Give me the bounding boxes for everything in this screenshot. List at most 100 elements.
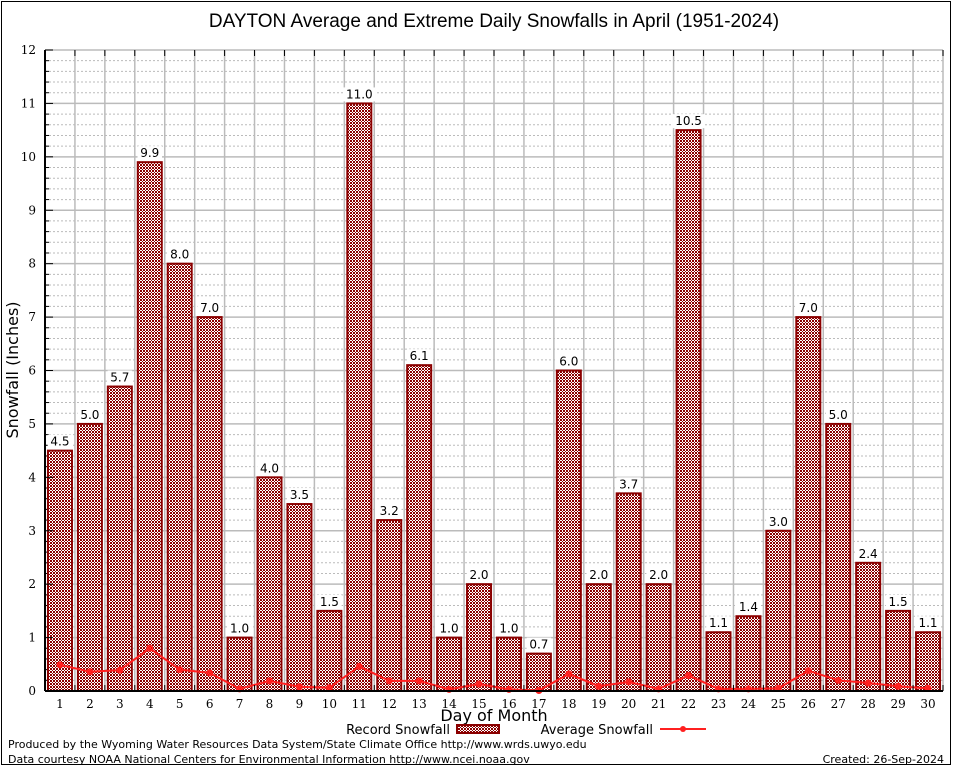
x-tick-label: 2 [86, 697, 94, 711]
y-tick-label: 4 [28, 470, 36, 484]
bar-label-background [137, 146, 163, 161]
x-tick-label: 18 [561, 697, 576, 711]
x-tick-label: 23 [711, 697, 726, 711]
bar-value-label: 2.0 [469, 568, 488, 582]
legend: Record Snowfall Average Snowfall [346, 723, 706, 738]
bar-value-label: 9.9 [140, 146, 159, 160]
bar-record-day-2 [76, 422, 103, 692]
average-point-day-20 [625, 678, 633, 686]
y-tick-label: 12 [21, 43, 36, 57]
bar-value-label: 3.7 [619, 477, 638, 491]
bar-record-day-20 [615, 492, 642, 692]
bar-label-background [167, 247, 192, 262]
x-tick-label: 21 [651, 697, 666, 711]
bar-record-day-5 [166, 262, 193, 692]
x-tick-label: 6 [206, 697, 214, 711]
bar-record-day-30 [915, 631, 942, 692]
x-tick-label: 25 [771, 697, 786, 711]
average-point-day-26 [804, 667, 812, 675]
bar-record-day-16 [495, 636, 522, 692]
legend-swatch-average-marker [680, 726, 686, 732]
average-point-day-6 [206, 669, 214, 677]
x-tick-label: 12 [382, 697, 397, 711]
bar-record-day-13 [406, 364, 433, 692]
average-point-day-27 [834, 676, 842, 684]
bar-record-day-3 [106, 385, 133, 692]
bar-value-label: 1.4 [739, 600, 758, 614]
bar-record-day-21 [645, 583, 672, 693]
x-tick-label: 26 [801, 697, 816, 711]
bar-value-label: 11.0 [346, 87, 373, 101]
y-tick-label: 11 [21, 96, 36, 110]
y-tick-label: 8 [28, 257, 36, 271]
average-point-day-18 [565, 670, 573, 678]
bar-label-background [672, 114, 705, 129]
bar-value-label: 6.0 [559, 355, 578, 369]
footer-producer: Produced by the Wyoming Water Resources … [8, 738, 587, 751]
x-tick-label: 27 [831, 697, 846, 711]
bar-value-label: 7.0 [799, 301, 818, 315]
average-point-day-10 [325, 684, 333, 692]
bar-label-background [915, 616, 941, 631]
x-tick-label: 14 [441, 697, 457, 711]
bar-label-background [436, 621, 462, 636]
x-tick-label: 19 [591, 697, 606, 711]
bar-label-background [227, 621, 252, 636]
bar-record-day-8 [256, 476, 283, 693]
bar-label-background [406, 349, 432, 364]
bar-label-background [556, 354, 582, 369]
y-tick-label: 2 [28, 577, 36, 591]
x-tick-label: 24 [741, 697, 757, 711]
y-tick-label: 5 [28, 417, 36, 431]
bar-record-day-27 [825, 422, 852, 692]
bar-label-background [466, 568, 492, 583]
bar-record-day-23 [705, 631, 732, 692]
x-tick-label: 22 [681, 697, 696, 711]
x-tick-label: 15 [471, 697, 486, 711]
x-tick-label: 29 [890, 697, 905, 711]
x-tick-label: 20 [621, 697, 636, 711]
average-point-day-5 [176, 666, 184, 674]
x-tick-label: 13 [412, 697, 427, 711]
average-point-day-22 [685, 672, 693, 680]
average-point-day-15 [475, 680, 483, 688]
legend-swatch-record [456, 724, 500, 734]
bar-label-background [257, 461, 282, 476]
bar-labels: 4.5 5.0 5.7 9.9 8.0 7.0 1.0 4.0 3.5 1.5 11.0 3.2 6.1… [47, 87, 941, 652]
bar-label-background [616, 477, 641, 492]
bar-label-background [796, 301, 821, 316]
x-tick-label: 4 [146, 697, 154, 711]
bar-value-label: 3.2 [380, 504, 399, 518]
x-tick-label: 1 [56, 697, 64, 711]
x-tick-label: 8 [266, 697, 274, 711]
bar-value-label: 5.0 [829, 408, 848, 422]
bar-value-label: 1.1 [709, 616, 728, 630]
legend-label-average: Average Snowfall [541, 723, 653, 738]
bar-record-day-14 [436, 636, 463, 692]
average-point-day-28 [864, 679, 872, 687]
axes [44, 49, 944, 692]
bar-record-day-9 [286, 503, 313, 692]
y-axis-label: Snowfall (Inches) [3, 301, 22, 438]
bars [46, 102, 942, 693]
x-tick-label: 17 [531, 697, 546, 711]
bar-record-day-28 [855, 561, 882, 692]
bar-value-label: 4.0 [260, 461, 279, 475]
grid-major [44, 49, 944, 692]
bar-value-label: 7.0 [200, 301, 219, 315]
bar-label-background [287, 488, 312, 503]
bar-value-label: 1.1 [918, 616, 937, 630]
bar-label-background [376, 504, 402, 519]
bar-value-label: 10.5 [675, 114, 702, 128]
bar-record-day-18 [555, 369, 582, 692]
bar-record-day-25 [765, 529, 792, 692]
bar-label-background [706, 616, 731, 631]
bar-label-background [646, 568, 671, 583]
bar-label-background [736, 600, 761, 615]
bar-record-day-1 [46, 449, 73, 692]
x-tick-label: 30 [920, 697, 935, 711]
average-point-day-3 [116, 666, 124, 674]
average-point-day-9 [295, 683, 303, 691]
